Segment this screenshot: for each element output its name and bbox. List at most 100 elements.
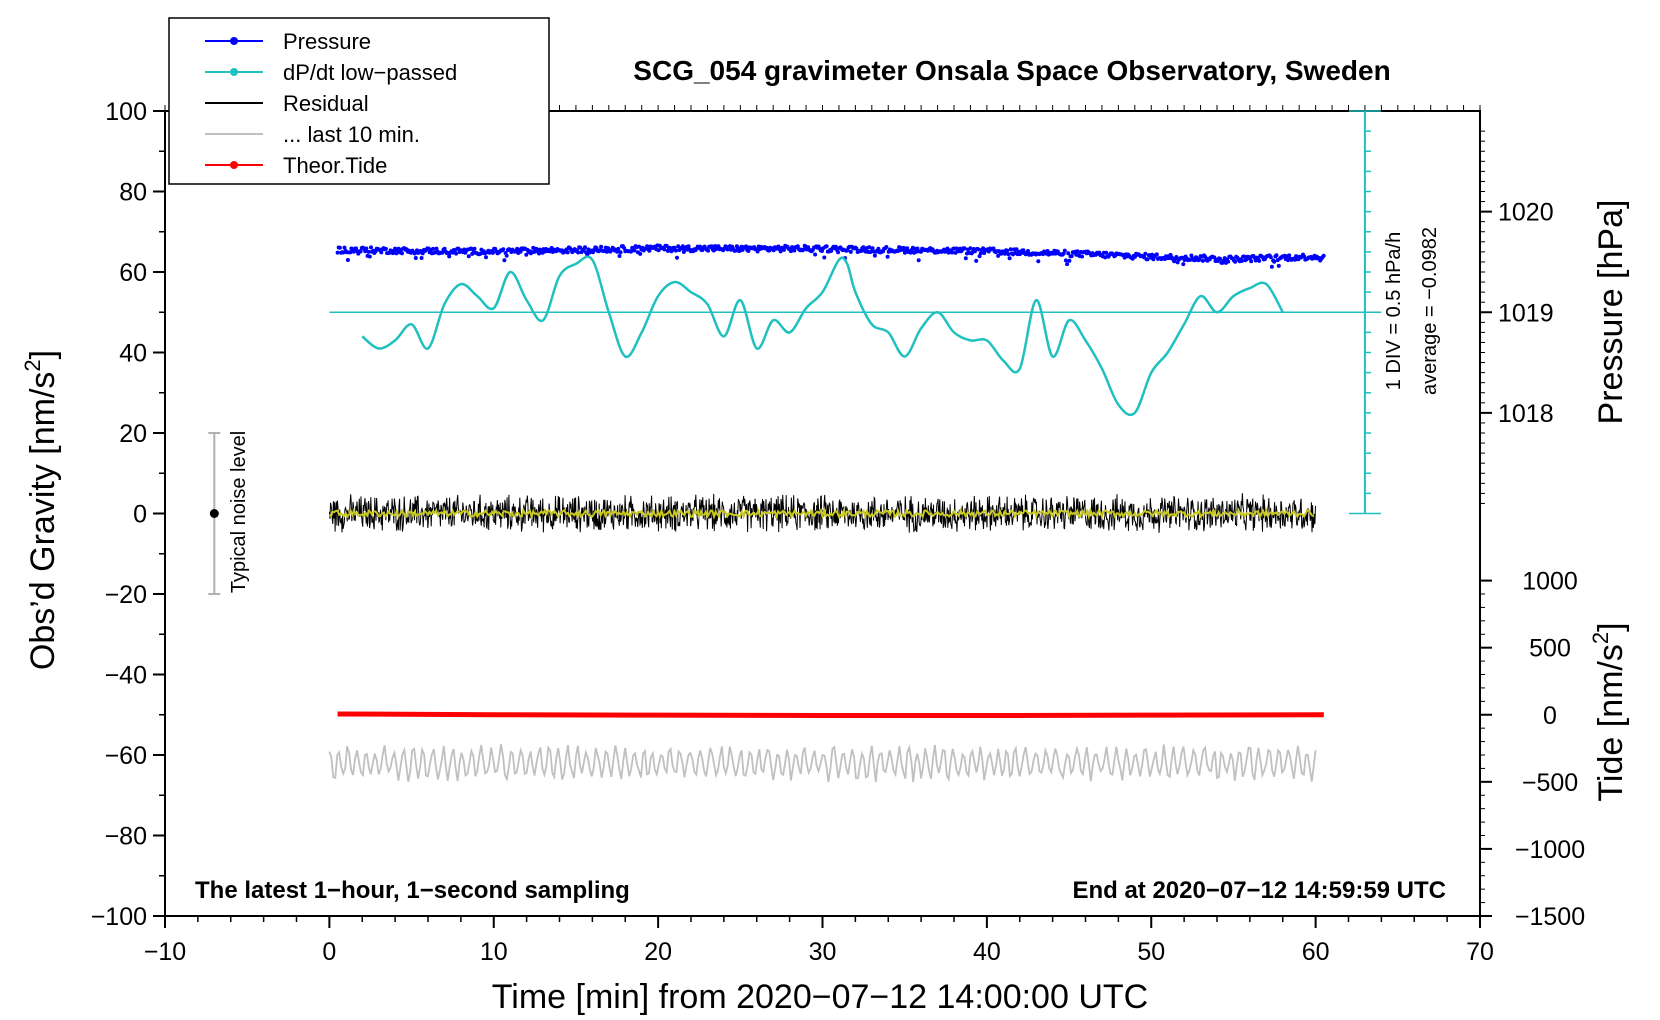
pressure-point	[795, 244, 800, 249]
pressure-point	[632, 248, 637, 253]
y-axis-tide-ticks: −1500 −1000 −500 0 500 1000	[1480, 568, 1585, 931]
pressure-point	[1226, 259, 1231, 264]
noise-center-dot	[209, 509, 219, 518]
pressure-point	[599, 244, 604, 249]
pressure-point	[400, 251, 404, 256]
series-residual-smoothed	[328, 506, 1315, 521]
tide-tick-label: −500	[1522, 769, 1578, 797]
pressure-point	[337, 245, 342, 250]
pressure-point	[1066, 251, 1071, 256]
pressure-point	[1014, 247, 1019, 252]
pressure-point	[576, 250, 581, 255]
pressure-point	[442, 246, 447, 251]
y-tick-label: −100	[91, 903, 147, 931]
pressure-point	[606, 246, 610, 251]
y-axis-tide-label-text: Tide [nm/s	[1592, 644, 1630, 801]
y-axis-left-label: Obs’d Gravity [nm/s2]	[20, 350, 62, 670]
x-tick-label: 40	[973, 938, 1001, 966]
pressure-point	[358, 249, 363, 254]
pressure-tick-label: 1018	[1498, 400, 1554, 428]
pressure-point	[662, 247, 667, 252]
pressure-point	[665, 248, 670, 253]
x-tick-label: 70	[1466, 938, 1494, 966]
legend-box	[168, 17, 550, 185]
pressure-point	[616, 246, 621, 251]
legend-marker	[230, 161, 238, 169]
pressure-point	[379, 250, 384, 255]
x-tick-label: 0	[322, 938, 336, 966]
pressure-point	[1065, 262, 1070, 267]
pressure-point	[673, 248, 678, 253]
legend-marker	[230, 68, 238, 76]
pressure-point	[1005, 248, 1010, 253]
pressure-point	[490, 250, 495, 255]
pressure-point	[1274, 253, 1279, 258]
y-axis-pressure-ticks: 1018 1019 1020	[1480, 130, 1554, 504]
pressure-point	[1061, 251, 1066, 256]
legend-label: dP/dt low−passed	[283, 60, 457, 85]
pressure-point	[861, 245, 866, 250]
y-tick-label: 40	[119, 340, 147, 368]
y-tick-label: −20	[105, 581, 147, 609]
legend-label: ... last 10 min.	[283, 122, 420, 147]
pressure-point	[813, 252, 818, 257]
pressure-point	[1294, 254, 1299, 259]
pressure-point	[345, 258, 350, 262]
pressure-point	[824, 244, 829, 249]
y-tick-label: −60	[105, 742, 147, 770]
y-tick-label: 0	[133, 501, 147, 529]
pressure-point	[1268, 255, 1273, 260]
pressure-point	[876, 246, 881, 251]
pressure-point	[885, 254, 890, 259]
pressure-point	[454, 251, 459, 256]
y-axis-left-ticks: −100 −80 −60 −40 −20 0 20 40 60 80 100	[91, 98, 165, 931]
pressure-point	[836, 250, 841, 255]
pressure-point	[342, 245, 347, 250]
pressure-point	[1287, 253, 1292, 258]
x-tick-label: 30	[809, 938, 837, 966]
pressure-point	[686, 244, 691, 249]
pressure-point	[617, 254, 622, 258]
pressure-point	[470, 251, 475, 256]
pressure-point	[782, 247, 786, 252]
dpdt-average-label: average = −0.0982	[1419, 227, 1441, 395]
pressure-point	[1075, 249, 1080, 254]
pressure-point	[532, 249, 537, 254]
pressure-point	[905, 246, 910, 251]
y-axis-pressure-label: Pressure [hPa]	[1592, 200, 1630, 425]
pressure-point	[440, 250, 445, 255]
pressure-tick-label: 1020	[1498, 199, 1554, 227]
pressure-point	[434, 246, 439, 251]
y-tick-label: 100	[105, 98, 147, 126]
y-tick-label: 60	[119, 259, 147, 287]
pressure-point	[1145, 257, 1150, 262]
y-axis-tide-label-end: ]	[1592, 622, 1630, 631]
pressure-point	[578, 245, 583, 250]
pressure-point	[565, 250, 570, 255]
pressure-point	[916, 258, 921, 263]
pressure-point	[968, 246, 973, 251]
pressure-point	[419, 256, 424, 260]
pressure-point	[1036, 259, 1041, 264]
pressure-point	[412, 251, 417, 256]
series-last-10-min	[328, 744, 1317, 783]
pressure-point	[1272, 259, 1277, 264]
pressure-point	[1242, 254, 1247, 259]
pressure-point	[622, 246, 627, 250]
pressure-point	[1008, 247, 1013, 252]
pressure-point	[833, 244, 838, 249]
pressure-point	[884, 245, 889, 249]
pressure-point	[1154, 252, 1159, 257]
y-axis-left-label-text: Obs’d Gravity [nm/s	[24, 372, 62, 671]
pressure-point	[872, 253, 877, 258]
pressure-point	[1249, 259, 1254, 264]
pressure-point	[870, 246, 875, 251]
pressure-point	[680, 244, 685, 249]
pressure-point	[1062, 248, 1067, 253]
pressure-point	[413, 256, 418, 260]
pressure-point	[369, 245, 373, 250]
x-tick-label: −10	[144, 938, 186, 966]
legend-label: Pressure	[283, 29, 371, 54]
pressure-point	[638, 251, 643, 256]
pressure-point	[1257, 258, 1262, 263]
